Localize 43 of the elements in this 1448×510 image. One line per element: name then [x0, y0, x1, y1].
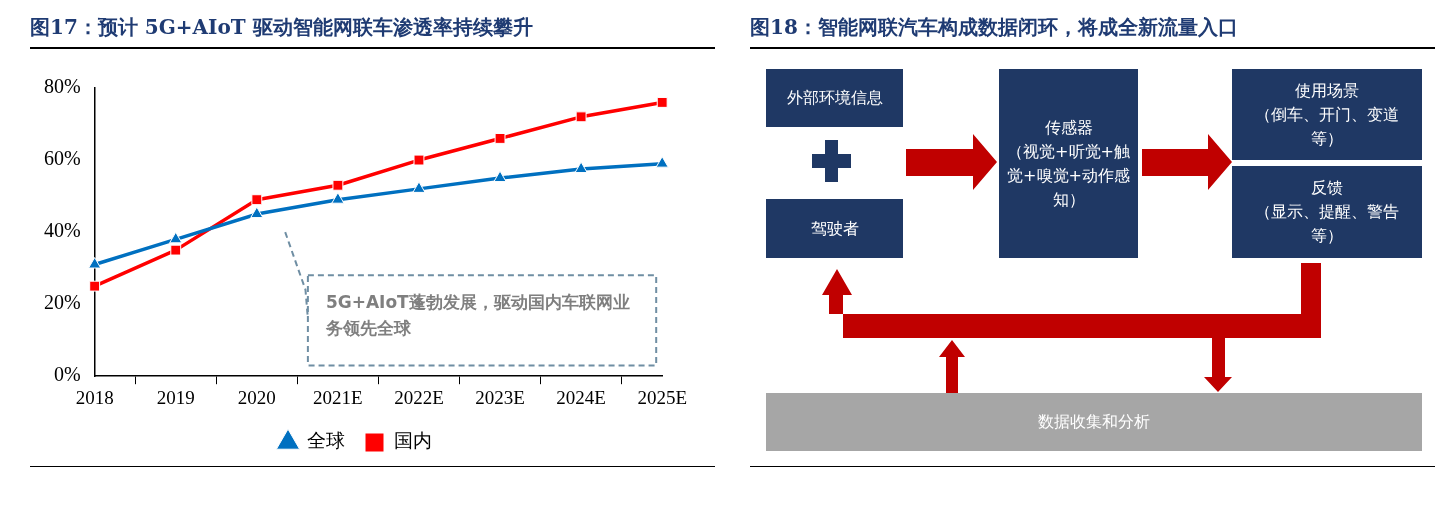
- x-tick-label: 2020: [237, 386, 276, 408]
- text: 驾驶者: [810, 217, 859, 240]
- point: [493, 170, 507, 183]
- chart-title: 图17：预计 5G+AIoT 驱动智能网联车渗透率持续攀升: [30, 14, 715, 49]
- text: 使用场景: [1295, 79, 1359, 102]
- point: [88, 257, 102, 269]
- point: [574, 161, 588, 174]
- point: [413, 154, 425, 166]
- point: [656, 96, 668, 108]
- y-tick-label: 0%: [53, 363, 81, 386]
- text: 图18：智能网联汽车构成数据闭环，将成全新流量入口: [750, 14, 1435, 49]
- point: [412, 181, 426, 193]
- text: （倒车、开门、变道等）: [1254, 103, 1400, 150]
- point: [331, 192, 345, 204]
- y-tick-label: 40%: [43, 219, 81, 242]
- point: [251, 194, 263, 206]
- x-tick-label: 2024E: [556, 386, 606, 408]
- text: （视觉+听觉+触觉+嗅觉+动作感知）: [1007, 140, 1130, 211]
- point: [250, 206, 264, 219]
- text: （显示、提醒、警告等）: [1254, 201, 1400, 247]
- text: 传感器: [1044, 116, 1093, 139]
- text: 外部环境信息: [786, 87, 883, 109]
- point: [169, 231, 183, 244]
- x-tick-label: 2019: [156, 386, 195, 408]
- y-tick-label: 80%: [43, 75, 81, 98]
- y-tick-label: 20%: [43, 291, 81, 314]
- x-tick-label: 2023E: [475, 386, 525, 408]
- x-tick-label: 2025E: [637, 386, 687, 408]
- point: [170, 244, 182, 256]
- text: 反馈: [1311, 177, 1343, 199]
- point: [89, 280, 101, 292]
- text: 数据收集和分析: [1038, 411, 1150, 433]
- legend-label: 全球: [307, 429, 345, 452]
- point: [575, 111, 587, 123]
- x-tick-label: 2021E: [313, 386, 363, 408]
- y-tick-label: 60%: [43, 147, 81, 170]
- annotation: 5G+AIoT蓬勃发展，驱动国内车联网业务领先全球: [324, 292, 630, 339]
- point: [332, 179, 344, 191]
- point: [655, 156, 669, 168]
- point: [494, 132, 506, 144]
- x-tick-label: 2022E: [394, 386, 444, 408]
- legend-label: 国内: [393, 429, 432, 452]
- x-tick-label: 2018: [75, 386, 114, 408]
